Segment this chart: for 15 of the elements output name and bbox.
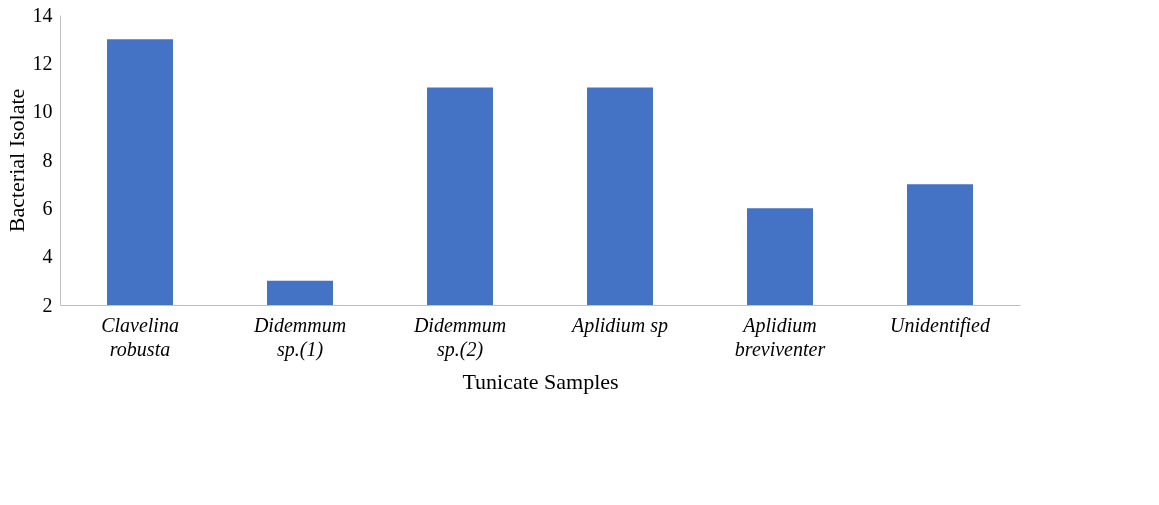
x-tick-label: Didemmum sp.(1) <box>252 313 347 361</box>
x-axis-title: Tunicate Samples <box>462 368 619 394</box>
y-tick-label: 8 <box>42 148 53 171</box>
x-tick-label: Aplidium sp <box>569 313 669 337</box>
y-tick-label: 12 <box>32 51 53 74</box>
x-tick-label: Didemmum sp.(2) <box>412 313 507 361</box>
y-tick-label: 14 <box>32 3 53 26</box>
x-tick-label: Aplidium breviventer <box>734 313 826 360</box>
y-tick-label: 6 <box>42 196 53 219</box>
x-tick-label: Clavelina robusta <box>101 313 179 360</box>
y-tick-label: 2 <box>42 293 53 316</box>
y-tick-label: 4 <box>42 245 53 268</box>
x-tick-label: Unidentified <box>890 313 991 337</box>
y-tick-label: 10 <box>32 100 53 123</box>
y-axis-title: Bacterial Isolate <box>3 88 29 233</box>
